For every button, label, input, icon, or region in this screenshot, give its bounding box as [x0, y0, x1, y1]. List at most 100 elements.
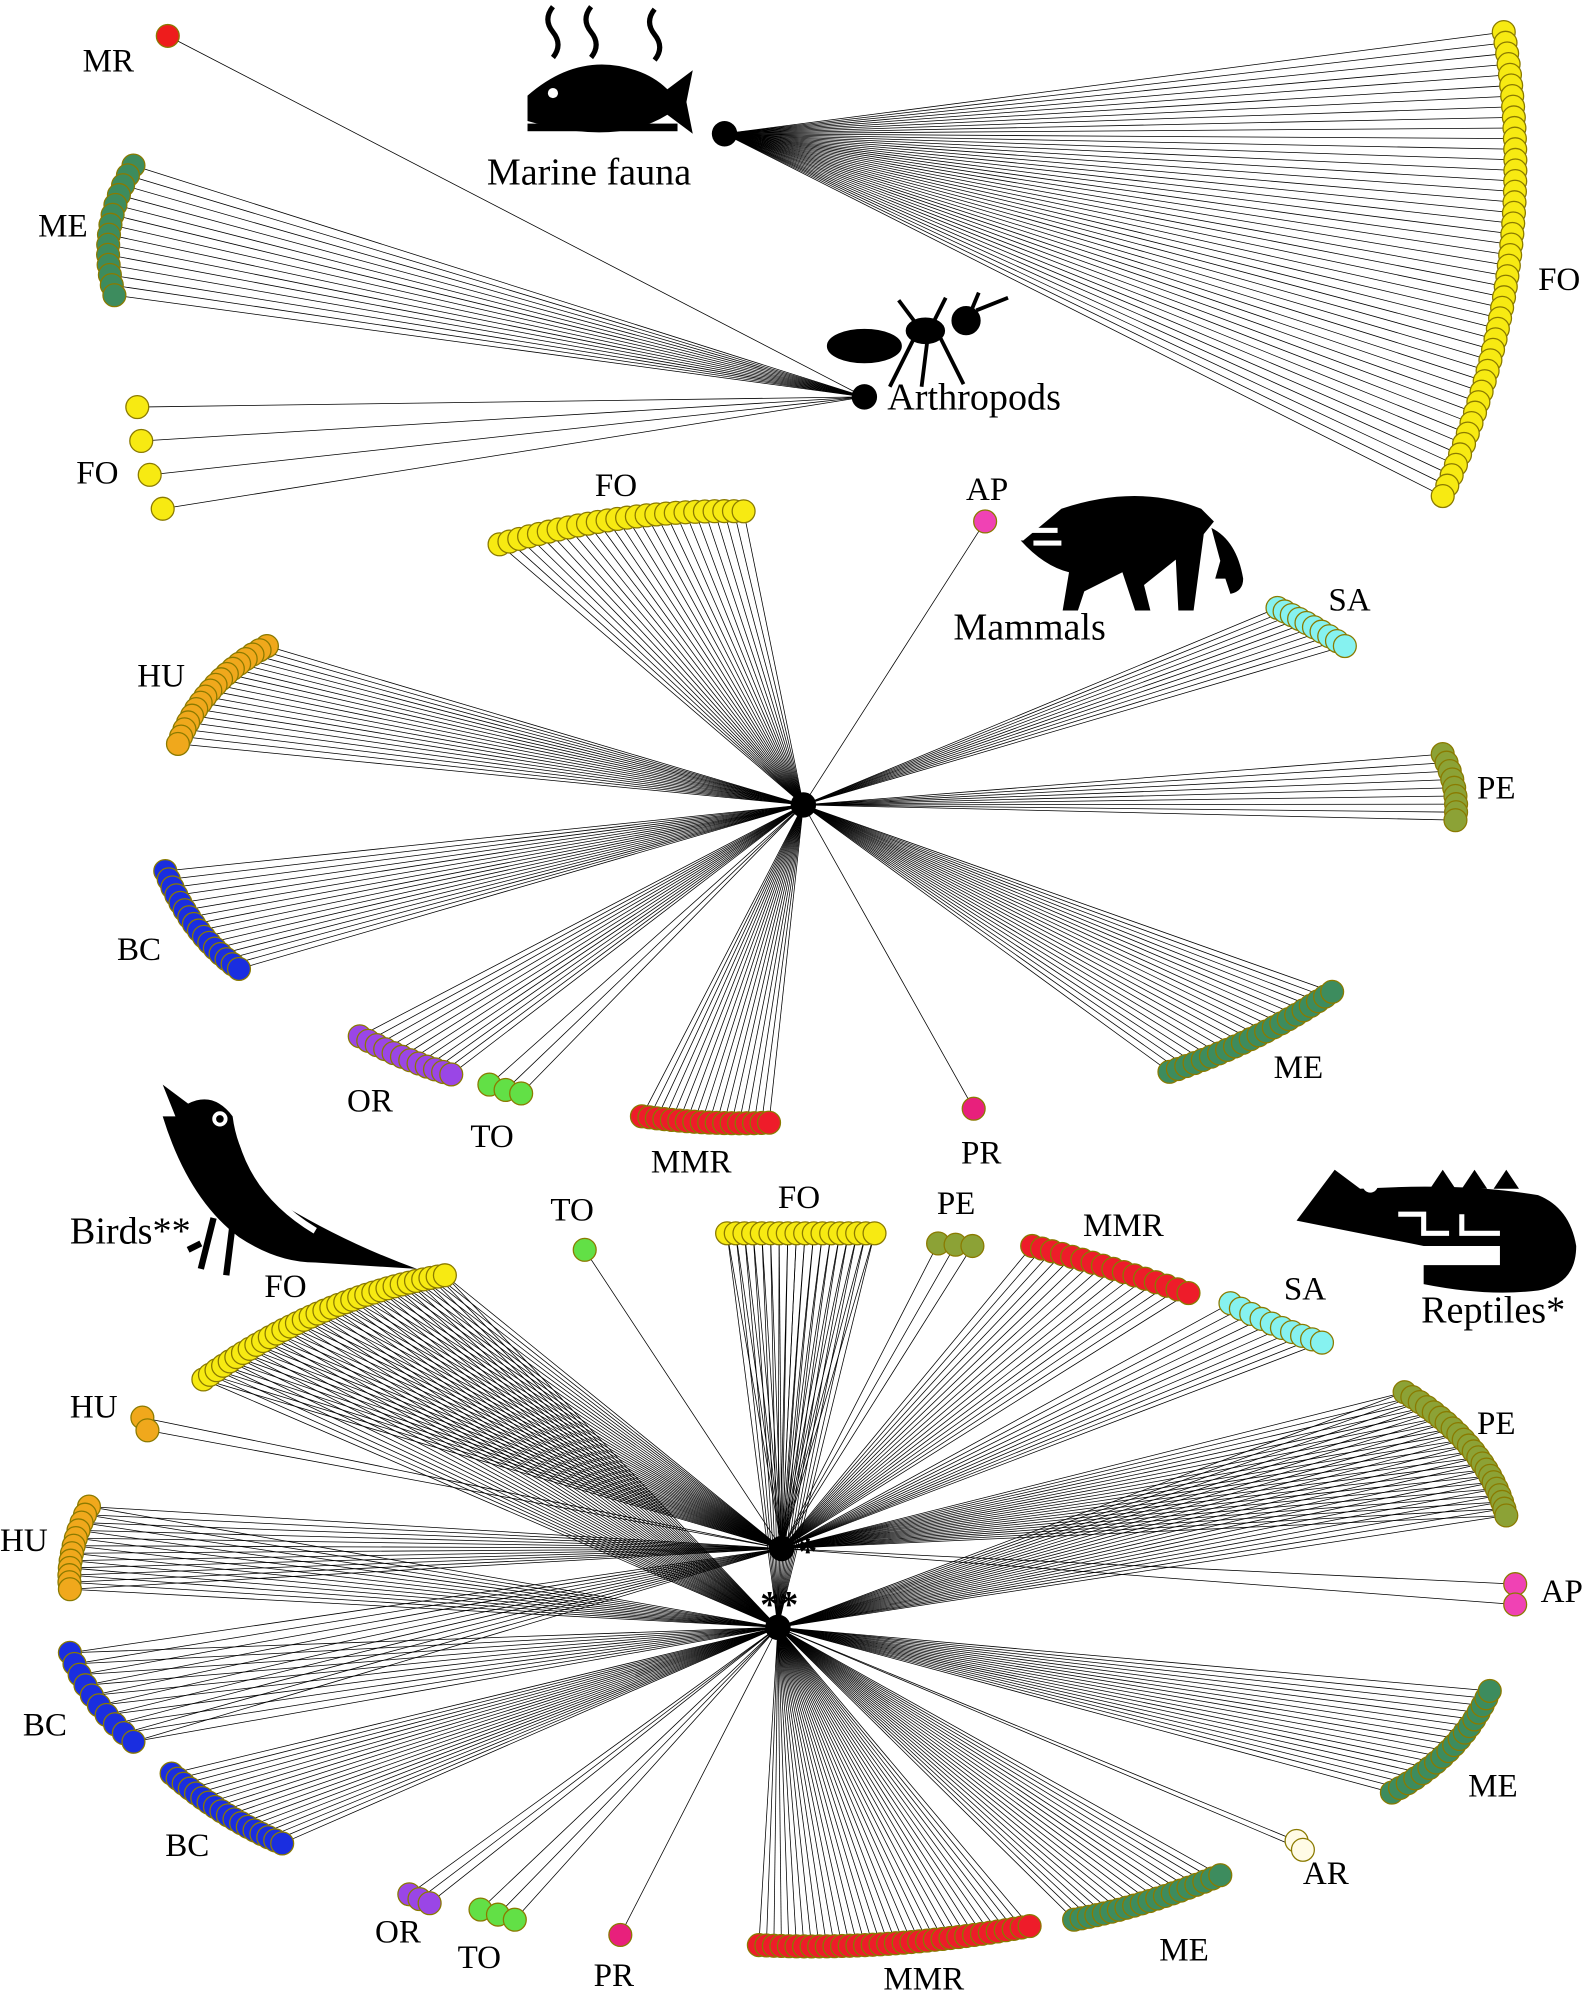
node-or[interactable]	[439, 1062, 464, 1087]
edge	[109, 274, 865, 398]
node-fo[interactable]	[150, 496, 175, 521]
node-hu[interactable]	[135, 1418, 160, 1443]
edge	[761, 1233, 779, 1628]
edge	[777, 1626, 1465, 1733]
node-bc[interactable]	[226, 956, 252, 981]
edge	[430, 1277, 782, 1549]
edge	[781, 1411, 1434, 1549]
edge	[422, 1279, 779, 1628]
node-sa[interactable]	[1332, 633, 1357, 659]
node-fo[interactable]	[1430, 483, 1455, 509]
edge	[123, 1626, 778, 1734]
edge	[98, 1548, 782, 1706]
node-to[interactable]	[502, 1907, 527, 1932]
edge	[773, 1627, 779, 1946]
node-to[interactable]	[572, 1237, 597, 1262]
edge	[81, 1522, 782, 1549]
edge	[777, 1627, 1127, 1909]
edge	[777, 1627, 1221, 1876]
hub-node-marine[interactable]	[711, 121, 738, 147]
edge	[262, 1340, 779, 1628]
edge	[147, 1429, 782, 1549]
hub-node-arthropods[interactable]	[851, 384, 878, 410]
node-pr[interactable]	[608, 1922, 633, 1948]
edge	[528, 536, 804, 806]
edge	[259, 649, 804, 806]
group-label: FO	[595, 468, 637, 504]
edge	[777, 1422, 1447, 1628]
group-label: ME	[1159, 1932, 1209, 1968]
node-sa[interactable]	[1309, 1330, 1335, 1355]
edge	[133, 1626, 778, 1743]
node-bc[interactable]	[270, 1831, 295, 1856]
edge	[122, 184, 865, 398]
node-pr[interactable]	[961, 1096, 986, 1121]
node-me[interactable]	[1320, 979, 1345, 1004]
group-label: ME	[38, 209, 88, 245]
node-pe[interactable]	[1494, 1503, 1519, 1528]
node-bc[interactable]	[121, 1729, 146, 1754]
node-me[interactable]	[1477, 1678, 1502, 1703]
node-me[interactable]	[102, 283, 127, 308]
node-fo[interactable]	[137, 462, 162, 487]
node-fo[interactable]	[129, 428, 154, 454]
edge	[781, 1233, 815, 1549]
node-ap[interactable]	[1503, 1572, 1528, 1597]
node-me[interactable]	[1208, 1863, 1233, 1888]
hub-node-reptiles[interactable]	[769, 1535, 795, 1562]
node-mmr[interactable]	[1176, 1280, 1201, 1306]
edge	[409, 1627, 779, 1895]
hub-node-birds[interactable]	[765, 1614, 791, 1641]
node-fo[interactable]	[432, 1263, 457, 1288]
node-pe[interactable]	[960, 1233, 985, 1259]
edge	[777, 1417, 1441, 1628]
edge	[641, 804, 804, 1117]
node-mmr[interactable]	[756, 1110, 782, 1135]
edge	[208, 1626, 779, 1803]
edge	[171, 1626, 779, 1774]
edge	[777, 1627, 1166, 1897]
node-hu[interactable]	[165, 731, 191, 756]
edge	[777, 1627, 1075, 1920]
hub-node-mammals[interactable]	[790, 792, 817, 818]
node-fo[interactable]	[731, 499, 756, 524]
node-ap[interactable]	[1503, 1592, 1528, 1617]
edge	[242, 1352, 779, 1628]
edge	[69, 1548, 782, 1590]
edge	[401, 1284, 779, 1628]
edge	[777, 1233, 789, 1628]
edge	[724, 133, 1488, 372]
edge	[724, 74, 1510, 135]
edge	[781, 1508, 1505, 1549]
edge	[724, 133, 1513, 235]
edge	[106, 1548, 782, 1716]
node-fo[interactable]	[125, 394, 150, 420]
edge	[558, 529, 804, 806]
edge	[738, 804, 804, 1124]
edge	[777, 1456, 1479, 1628]
edge	[283, 1329, 779, 1628]
edge	[777, 1627, 828, 1947]
node-mr[interactable]	[155, 23, 180, 48]
node-pe[interactable]	[1443, 808, 1468, 833]
node-mmr[interactable]	[1017, 1913, 1042, 1939]
edge	[803, 804, 1179, 1070]
edge	[240, 1626, 779, 1824]
edge	[196, 708, 804, 806]
edge	[520, 804, 804, 1094]
edge	[803, 607, 1278, 806]
node-fo[interactable]	[862, 1221, 887, 1246]
edge	[735, 1233, 783, 1549]
edge	[724, 133, 1457, 466]
edge	[69, 1548, 782, 1576]
node-or[interactable]	[417, 1891, 442, 1916]
edge	[245, 658, 804, 806]
edge	[133, 165, 865, 398]
node-ar[interactable]	[1290, 1837, 1315, 1862]
node-ap[interactable]	[973, 509, 998, 534]
edge	[777, 1627, 812, 1947]
edge	[215, 684, 804, 806]
edge	[724, 106, 1514, 135]
node-to[interactable]	[509, 1081, 534, 1106]
node-hu[interactable]	[57, 1577, 82, 1602]
